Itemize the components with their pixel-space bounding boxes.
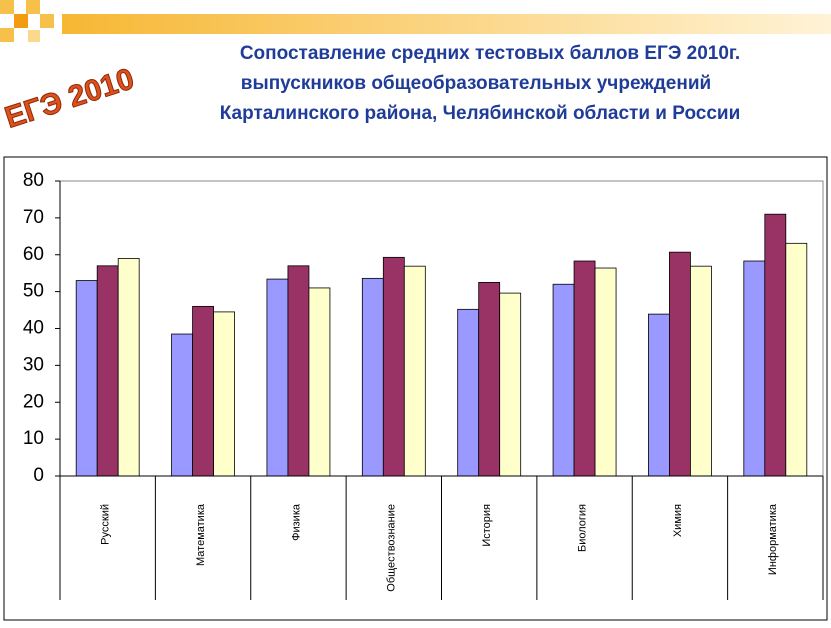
bar: [308, 287, 331, 477]
bar: [171, 333, 193, 477]
x-tick-label: Обществознание: [386, 504, 398, 592]
y-tick-label: 30: [23, 354, 44, 375]
bar: [266, 278, 289, 477]
bar: [192, 305, 214, 477]
bar: [287, 265, 310, 477]
bar: [743, 260, 766, 477]
bar: [785, 242, 808, 477]
y-tick-label: 80: [23, 170, 44, 191]
x-tick-label: Биология: [576, 504, 588, 552]
bar: [403, 265, 426, 477]
y-tick-label: 0: [33, 465, 44, 486]
bar: [382, 256, 405, 477]
y-tick-label: 60: [23, 244, 44, 265]
x-tick-label: Русский: [100, 504, 112, 545]
x-tick-label: Химия: [672, 504, 684, 537]
bar: [764, 213, 787, 477]
x-tick-label: Математика: [195, 503, 207, 566]
y-tick-label: 50: [23, 281, 44, 302]
bar: [117, 258, 140, 477]
decoration: [0, 0, 831, 42]
logo: ЕГЭ 2010: [1, 62, 138, 135]
bar: [499, 292, 522, 477]
bar: [75, 280, 98, 477]
bar: [213, 311, 235, 477]
y-tick-label: 20: [23, 391, 44, 412]
x-tick-label: Физика: [290, 503, 302, 541]
chart-title: выпускников общеобразовательных учрежден…: [241, 73, 711, 94]
bar: [552, 283, 575, 477]
bar: [648, 313, 670, 477]
chart-frame: [3, 156, 828, 621]
y-tick-label: 70: [23, 207, 44, 228]
chart-title: Сопоставление средних тестовых баллов ЕГ…: [240, 43, 740, 64]
bar: [361, 277, 384, 477]
bar: [478, 282, 501, 477]
bar: [594, 267, 617, 477]
bar: [669, 251, 691, 477]
bar: [690, 265, 712, 477]
x-tick-label: История: [481, 504, 493, 547]
x-tick-label: Информатика: [767, 503, 779, 575]
chart-title: Карталинского района, Челябинской област…: [220, 103, 741, 124]
y-tick-label: 10: [23, 428, 44, 449]
bar: [457, 308, 480, 477]
bar: [96, 265, 119, 477]
y-tick-label: 40: [23, 318, 44, 339]
bar: [573, 260, 596, 477]
